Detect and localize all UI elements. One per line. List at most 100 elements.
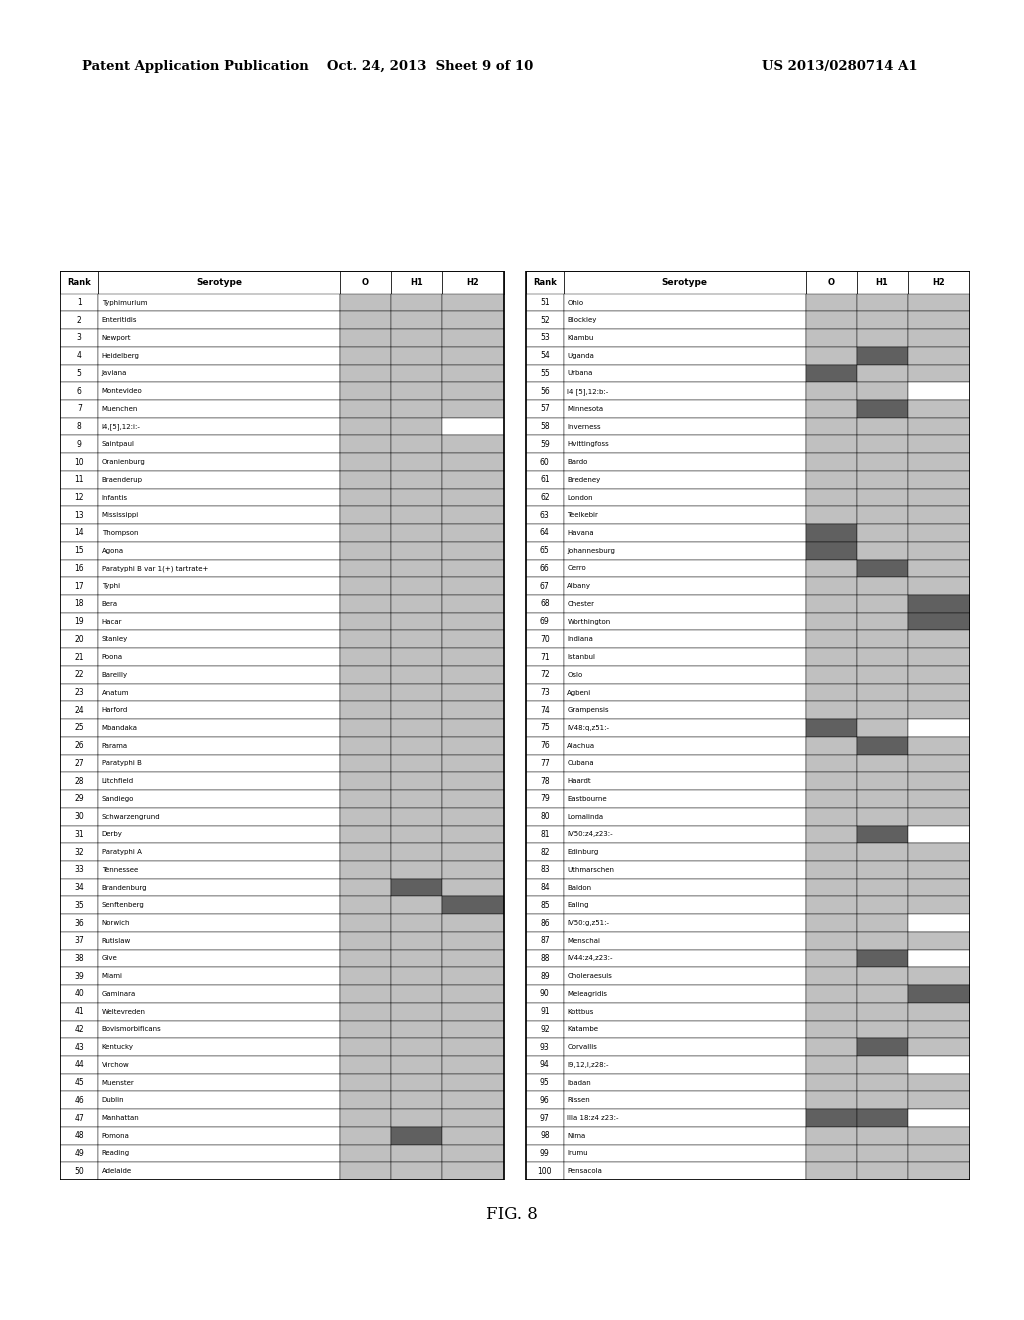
Bar <box>442 1020 504 1039</box>
Text: 24: 24 <box>75 706 84 714</box>
Bar <box>526 896 563 915</box>
Bar <box>60 1073 98 1092</box>
Bar <box>856 560 907 577</box>
Bar <box>340 1127 391 1144</box>
Bar <box>60 719 98 737</box>
Bar <box>442 417 504 436</box>
Text: Schwarzengrund: Schwarzengrund <box>101 813 161 820</box>
Text: 77: 77 <box>540 759 550 768</box>
Bar <box>60 808 98 825</box>
Bar <box>60 436 98 453</box>
Text: Eastbourne: Eastbourne <box>567 796 607 803</box>
Text: Bera: Bera <box>101 601 118 607</box>
Bar <box>340 791 391 808</box>
Bar <box>60 293 98 312</box>
Bar <box>856 471 907 488</box>
Bar <box>442 271 504 293</box>
Bar <box>340 541 391 560</box>
Bar <box>98 1039 340 1056</box>
Text: 85: 85 <box>540 900 550 909</box>
Bar <box>391 595 442 612</box>
Bar <box>340 808 391 825</box>
Bar <box>907 684 970 701</box>
Bar <box>806 719 856 737</box>
Bar <box>442 1127 504 1144</box>
Bar <box>98 932 340 949</box>
Bar <box>806 808 856 825</box>
Bar <box>391 701 442 719</box>
Bar <box>391 271 442 293</box>
Bar <box>563 985 806 1003</box>
Bar <box>98 329 340 347</box>
Bar <box>526 524 563 541</box>
Text: 25: 25 <box>75 723 84 733</box>
Text: Corvallis: Corvallis <box>567 1044 597 1051</box>
Bar <box>856 701 907 719</box>
Bar <box>856 737 907 755</box>
Bar <box>442 1144 504 1163</box>
Text: 63: 63 <box>540 511 550 520</box>
Text: 27: 27 <box>75 759 84 768</box>
Bar <box>391 791 442 808</box>
Bar <box>806 1020 856 1039</box>
Text: Harford: Harford <box>101 708 128 713</box>
Bar <box>60 791 98 808</box>
Bar <box>98 631 340 648</box>
Text: 66: 66 <box>540 564 550 573</box>
Text: 90: 90 <box>540 990 550 998</box>
Bar <box>806 417 856 436</box>
Text: Chester: Chester <box>567 601 594 607</box>
Text: Manhattan: Manhattan <box>101 1115 139 1121</box>
Bar <box>60 755 98 772</box>
Bar <box>526 560 563 577</box>
Bar <box>442 1092 504 1109</box>
Text: Edinburg: Edinburg <box>567 849 599 855</box>
Bar <box>98 719 340 737</box>
Text: 7: 7 <box>77 404 82 413</box>
Bar <box>442 595 504 612</box>
Bar <box>806 1073 856 1092</box>
Bar <box>907 1144 970 1163</box>
Bar <box>340 471 391 488</box>
Bar <box>340 488 391 507</box>
Text: Javiana: Javiana <box>101 371 127 376</box>
Bar <box>526 755 563 772</box>
Bar <box>391 436 442 453</box>
Text: 16: 16 <box>75 564 84 573</box>
Bar <box>806 507 856 524</box>
Bar <box>340 364 391 383</box>
Text: 100: 100 <box>538 1167 552 1176</box>
Text: H2: H2 <box>467 277 479 286</box>
Bar <box>340 667 391 684</box>
Bar <box>563 932 806 949</box>
Bar <box>806 915 856 932</box>
Text: 37: 37 <box>75 936 84 945</box>
Bar <box>856 453 907 471</box>
Bar <box>391 364 442 383</box>
Bar <box>526 329 563 347</box>
Text: Pensacola: Pensacola <box>567 1168 602 1175</box>
Bar <box>60 737 98 755</box>
Bar <box>442 737 504 755</box>
Bar <box>442 453 504 471</box>
Bar <box>526 293 563 312</box>
Bar <box>563 1127 806 1144</box>
Bar <box>907 524 970 541</box>
Bar <box>60 1039 98 1056</box>
Bar <box>442 808 504 825</box>
Text: Hacar: Hacar <box>101 619 122 624</box>
Bar <box>98 791 340 808</box>
Text: 3: 3 <box>77 334 82 342</box>
Bar <box>391 612 442 631</box>
Bar <box>907 612 970 631</box>
Bar <box>60 312 98 329</box>
Bar <box>806 471 856 488</box>
Bar <box>907 271 970 293</box>
Bar <box>340 825 391 843</box>
Bar <box>526 879 563 896</box>
Bar <box>526 772 563 791</box>
Bar <box>526 701 563 719</box>
Bar <box>60 383 98 400</box>
Bar <box>60 667 98 684</box>
Bar <box>856 1109 907 1127</box>
